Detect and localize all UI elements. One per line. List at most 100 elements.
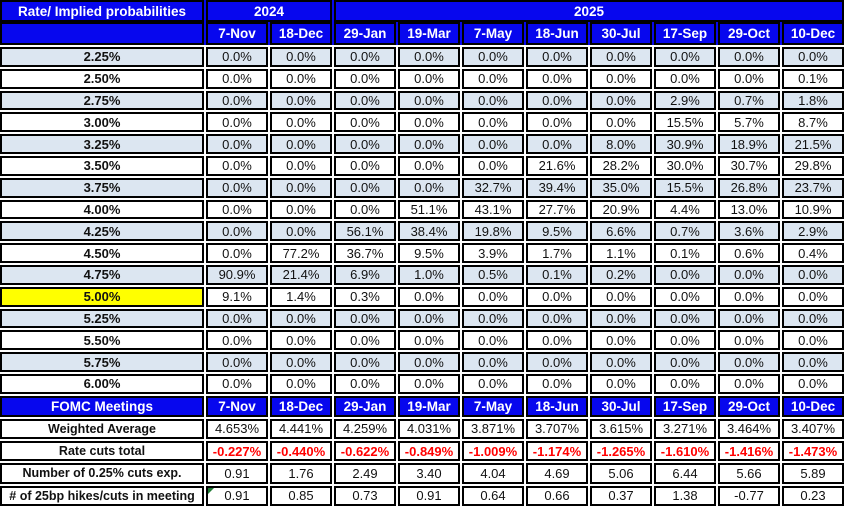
summary-label[interactable]: Weighted Average: [0, 418, 204, 440]
prob-cell[interactable]: 4.4%: [654, 199, 716, 220]
prob-cell[interactable]: 0.0%: [270, 112, 332, 133]
summary-value-cell[interactable]: -1.009%: [462, 441, 524, 462]
prob-cell[interactable]: 3.6%: [718, 221, 780, 242]
prob-cell[interactable]: 0.0%: [718, 47, 780, 67]
prob-cell[interactable]: 0.0%: [526, 373, 588, 394]
summary-value-cell[interactable]: -0.622%: [334, 441, 396, 462]
prob-cell[interactable]: 0.0%: [526, 68, 588, 89]
rate-label[interactable]: 4.25%: [0, 221, 204, 242]
fomc-date-cell[interactable]: 7-May: [462, 395, 524, 417]
date-header[interactable]: 10-Dec: [782, 22, 844, 45]
summary-value-cell[interactable]: 6.44: [654, 463, 716, 484]
rate-label[interactable]: 5.50%: [0, 330, 204, 351]
prob-cell[interactable]: 1.1%: [590, 243, 652, 263]
prob-cell[interactable]: 0.0%: [654, 373, 716, 394]
prob-cell[interactable]: 0.0%: [654, 308, 716, 329]
rate-label[interactable]: 2.50%: [0, 68, 204, 89]
prob-cell[interactable]: 0.0%: [590, 308, 652, 329]
rate-label[interactable]: 5.75%: [0, 352, 204, 372]
year-2024-header[interactable]: 2024: [206, 0, 332, 22]
fomc-date-cell[interactable]: 30-Jul: [590, 395, 652, 417]
summary-value-cell[interactable]: -1.174%: [526, 441, 588, 462]
fomc-date-cell[interactable]: 18-Dec: [270, 395, 332, 417]
prob-cell[interactable]: 0.0%: [526, 47, 588, 67]
prob-cell[interactable]: 0.0%: [334, 47, 396, 67]
prob-cell[interactable]: 0.0%: [398, 330, 460, 351]
summary-value-cell[interactable]: 3.871%: [462, 418, 524, 440]
prob-cell[interactable]: 0.0%: [206, 155, 268, 176]
rate-label[interactable]: 2.75%: [0, 90, 204, 111]
prob-cell[interactable]: 0.0%: [270, 308, 332, 329]
prob-cell[interactable]: 0.0%: [462, 47, 524, 67]
summary-value-cell[interactable]: 0.66: [526, 485, 588, 506]
prob-cell[interactable]: 0.0%: [590, 47, 652, 67]
prob-cell[interactable]: 0.0%: [782, 264, 844, 285]
prob-cell[interactable]: 0.0%: [398, 286, 460, 307]
rate-label[interactable]: 3.00%: [0, 112, 204, 133]
prob-cell[interactable]: 15.5%: [654, 177, 716, 198]
date-header[interactable]: 29-Oct: [718, 22, 780, 45]
fomc-meetings-label[interactable]: FOMC Meetings: [0, 395, 204, 417]
prob-cell[interactable]: 90.9%: [206, 264, 268, 285]
prob-cell[interactable]: 0.0%: [270, 177, 332, 198]
date-header[interactable]: 18-Jun: [526, 22, 588, 45]
prob-cell[interactable]: 26.8%: [718, 177, 780, 198]
summary-value-cell[interactable]: 4.031%: [398, 418, 460, 440]
prob-cell[interactable]: 0.0%: [718, 264, 780, 285]
prob-cell[interactable]: 1.7%: [526, 243, 588, 263]
prob-cell[interactable]: 0.0%: [398, 68, 460, 89]
prob-cell[interactable]: 0.0%: [334, 134, 396, 154]
prob-cell[interactable]: 0.0%: [398, 134, 460, 154]
prob-cell[interactable]: 2.9%: [654, 90, 716, 111]
prob-cell[interactable]: 0.0%: [206, 68, 268, 89]
prob-cell[interactable]: 28.2%: [590, 155, 652, 176]
prob-cell[interactable]: 0.0%: [782, 308, 844, 329]
prob-cell[interactable]: 0.0%: [270, 68, 332, 89]
prob-cell[interactable]: 20.9%: [590, 199, 652, 220]
date-header[interactable]: 30-Jul: [590, 22, 652, 45]
prob-cell[interactable]: 0.0%: [398, 47, 460, 67]
prob-cell[interactable]: 0.0%: [334, 112, 396, 133]
fomc-date-cell[interactable]: 29-Oct: [718, 395, 780, 417]
prob-cell[interactable]: 0.0%: [270, 199, 332, 220]
summary-label[interactable]: Rate cuts total: [0, 441, 204, 462]
date-header[interactable]: 29-Jan: [334, 22, 396, 45]
summary-value-cell[interactable]: 2.49: [334, 463, 396, 484]
prob-cell[interactable]: 0.0%: [654, 330, 716, 351]
summary-value-cell[interactable]: 5.89: [782, 463, 844, 484]
prob-cell[interactable]: 23.7%: [782, 177, 844, 198]
summary-value-cell[interactable]: -0.77: [718, 485, 780, 506]
prob-cell[interactable]: 21.6%: [526, 155, 588, 176]
prob-cell[interactable]: 0.0%: [526, 286, 588, 307]
rate-label[interactable]: 4.00%: [0, 199, 204, 220]
prob-cell[interactable]: 0.1%: [782, 68, 844, 89]
prob-cell[interactable]: 30.7%: [718, 155, 780, 176]
prob-cell[interactable]: 0.0%: [462, 68, 524, 89]
fomc-date-cell[interactable]: 17-Sep: [654, 395, 716, 417]
prob-cell[interactable]: 0.0%: [398, 177, 460, 198]
prob-cell[interactable]: 0.0%: [590, 286, 652, 307]
prob-cell[interactable]: 0.7%: [654, 221, 716, 242]
prob-cell[interactable]: 2.9%: [782, 221, 844, 242]
rate-label[interactable]: 5.25%: [0, 308, 204, 329]
prob-cell[interactable]: 0.0%: [334, 199, 396, 220]
prob-cell[interactable]: 0.0%: [206, 177, 268, 198]
summary-value-cell[interactable]: 0.91: [206, 463, 268, 484]
prob-cell[interactable]: 30.0%: [654, 155, 716, 176]
summary-value-cell[interactable]: 5.06: [590, 463, 652, 484]
prob-cell[interactable]: 0.0%: [526, 112, 588, 133]
summary-value-cell[interactable]: 5.66: [718, 463, 780, 484]
prob-cell[interactable]: 0.0%: [462, 112, 524, 133]
prob-cell[interactable]: 18.9%: [718, 134, 780, 154]
prob-cell[interactable]: 56.1%: [334, 221, 396, 242]
prob-cell[interactable]: 0.0%: [206, 330, 268, 351]
prob-cell[interactable]: 0.0%: [590, 352, 652, 372]
prob-cell[interactable]: 0.0%: [718, 286, 780, 307]
summary-value-cell[interactable]: 0.85: [270, 485, 332, 506]
summary-value-cell[interactable]: 4.441%: [270, 418, 332, 440]
prob-cell[interactable]: 0.0%: [398, 352, 460, 372]
prob-cell[interactable]: 3.9%: [462, 243, 524, 263]
prob-cell[interactable]: 38.4%: [398, 221, 460, 242]
prob-cell[interactable]: 0.0%: [462, 90, 524, 111]
prob-cell[interactable]: 0.0%: [270, 221, 332, 242]
